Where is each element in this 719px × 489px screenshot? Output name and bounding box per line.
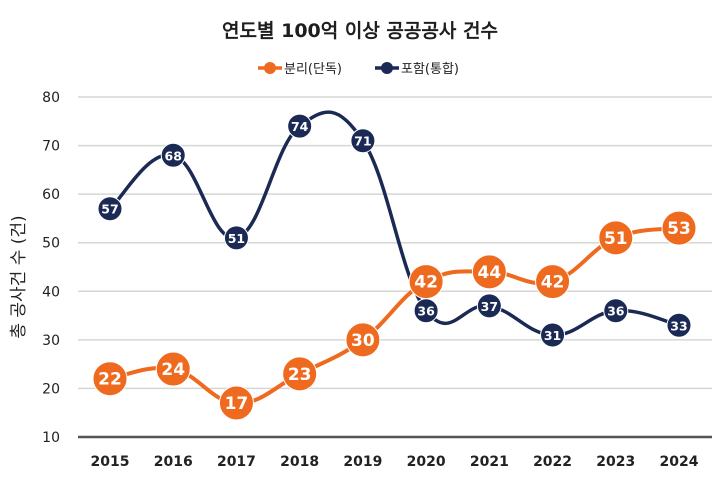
x-tick-label: 2023 [596, 454, 635, 470]
legend-item: 포함(통합) [375, 62, 459, 77]
data-point [535, 264, 571, 300]
gridlines [78, 96, 712, 390]
data-label: 22 [98, 370, 122, 390]
data-label: 30 [351, 331, 375, 351]
data-point [218, 385, 254, 421]
x-tick-label: 2024 [660, 454, 699, 470]
data-label: 33 [670, 318, 687, 333]
legend-label: 포함(통합) [401, 62, 459, 77]
legend-marker [381, 62, 393, 74]
series-group: 57 68 51 74 71 36 37 31 36 33 22 24 17 23 30 42 44 42 51 53 [92, 110, 697, 421]
y-tick-label: 10 [42, 430, 60, 446]
y-tick-label: 70 [42, 139, 60, 155]
data-label: 17 [225, 394, 249, 414]
legend-marker [264, 62, 276, 74]
data-point [666, 312, 692, 338]
x-tick-label: 2020 [407, 454, 446, 470]
legend-item: 분리(단독) [258, 62, 342, 77]
x-tick-label: 2019 [343, 454, 382, 470]
data-point [471, 254, 507, 290]
x-tick-label: 2018 [280, 454, 319, 470]
data-point [540, 322, 566, 348]
x-tick-label: 2016 [154, 454, 193, 470]
data-point [282, 356, 318, 392]
data-label: 71 [354, 134, 371, 149]
data-point [160, 142, 186, 168]
data-label: 42 [414, 273, 438, 293]
data-label: 24 [161, 360, 185, 380]
data-label: 68 [165, 148, 182, 163]
data-label: 51 [604, 229, 628, 249]
data-point [223, 225, 249, 251]
x-tick-label: 2017 [217, 454, 256, 470]
y-axis-label: 총 공사건 수 (건) [9, 215, 29, 338]
y-tick-label: 30 [42, 333, 60, 349]
data-label: 57 [101, 202, 118, 217]
y-tick-label: 80 [42, 90, 60, 106]
x-tick-label: 2015 [91, 454, 130, 470]
data-label: 42 [541, 273, 565, 293]
data-point [155, 351, 191, 387]
data-label: 53 [667, 219, 691, 239]
series-line [108, 110, 680, 337]
data-label: 44 [477, 263, 501, 283]
y-axis-ticks: 10 20 30 40 50 60 70 80 [42, 90, 60, 446]
data-point [350, 128, 376, 154]
data-label: 74 [291, 119, 309, 134]
data-point [476, 293, 502, 319]
x-axis-ticks: 2015 2016 2017 2018 2019 2020 2021 2022 2023 2024 [91, 454, 699, 470]
data-point [97, 196, 123, 222]
y-tick-label: 60 [42, 187, 60, 203]
legend-label: 분리(단독) [284, 62, 342, 77]
chart-title: 연도별 100억 이상 공공공사 건수 [222, 20, 498, 42]
x-tick-label: 2022 [533, 454, 572, 470]
y-tick-label: 50 [42, 236, 60, 252]
y-tick-label: 20 [42, 381, 60, 397]
data-label: 36 [417, 304, 435, 319]
data-point [603, 298, 629, 324]
data-point [408, 264, 444, 300]
x-tick-label: 2021 [470, 454, 509, 470]
data-point [345, 322, 381, 358]
data-point [661, 210, 697, 246]
series-line [109, 226, 680, 406]
data-point [598, 220, 634, 256]
series-separate: 22 24 17 23 30 42 44 42 51 53 [92, 210, 697, 421]
series-integrated: 57 68 51 74 71 36 37 31 36 33 [97, 110, 692, 348]
data-label: 31 [544, 328, 561, 343]
data-label: 37 [481, 299, 498, 314]
data-point [287, 113, 313, 139]
data-label: 51 [228, 231, 245, 246]
data-label: 23 [288, 365, 312, 385]
data-point [92, 361, 128, 397]
legend: 분리(단독) 포함(통합) [258, 62, 459, 77]
y-tick-label: 40 [42, 284, 60, 300]
data-label: 36 [607, 304, 625, 319]
